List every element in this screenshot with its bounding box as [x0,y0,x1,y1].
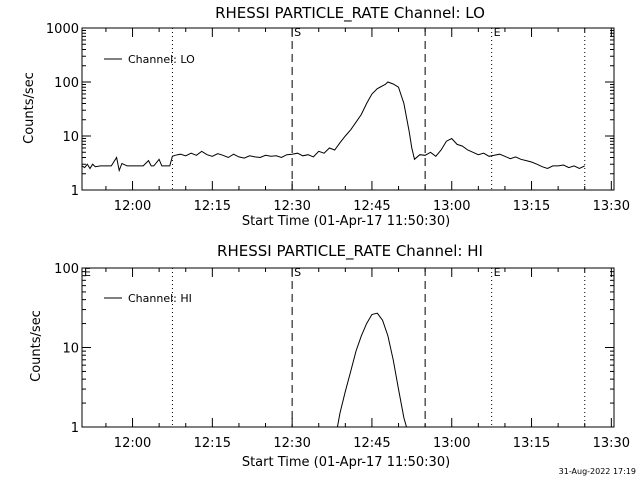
chart-panel-hi: RHESSI PARTICLE_RATE Channel: HI 110100 … [29,242,630,470]
y-tick-label: 100 [54,76,79,91]
marker-letter: E [494,266,501,279]
series-line [336,312,407,428]
x-axis-label: Start Time (01-Apr-17 11:50:30) [242,214,450,229]
marker-letter: S [294,266,301,279]
chart-panel-lo: RHESSI PARTICLE_RATE Channel: LO 1 10 100 1… [22,4,630,229]
x-tick-label: 12:30 [273,199,310,214]
chart-title: RHESSI PARTICLE_RATE Channel: LO [215,4,485,23]
y-axis-label: Counts/sec [22,72,37,144]
legend: Channel: LO [104,53,195,66]
y-axis-label: Counts/sec [29,310,44,382]
x-tick-label: 12:30 [273,436,310,451]
y-tick-label: 100 [54,262,79,277]
x-tick-label: 13:00 [433,436,470,451]
y-tick-label: 1 [71,421,79,436]
x-tick-label: 12:00 [114,199,151,214]
y-tick-label: 10 [62,130,79,145]
x-tick-label: 12:15 [194,199,231,214]
plot-frame [81,27,615,191]
y-tick-label: 1000 [46,22,79,37]
x-tick-label: 12:00 [114,436,151,451]
x-tick-label: 13:30 [593,436,630,451]
legend-label: Channel: LO [128,53,195,66]
y-tick-label: 1 [71,184,79,199]
x-tick-label: 13:15 [513,199,550,214]
y-tick-label: 10 [62,342,79,357]
x-tick-label: 12:45 [353,436,390,451]
plot-timestamp: 31-Aug-2022 17:19 [559,467,636,476]
series-line [81,81,585,173]
x-tick-label: 13:15 [513,436,550,451]
x-tick-label: 13:00 [433,199,470,214]
marker-letter: E [84,266,91,279]
x-axis-label: Start Time (01-Apr-17 11:50:30) [242,455,450,470]
marker-letter: E [494,26,501,39]
x-tick-label: 13:30 [593,199,630,214]
legend-label: Channel: HI [128,292,192,305]
legend: Channel: HI [104,292,192,305]
marker-letter: S [294,26,301,39]
x-tick-label: 12:15 [194,436,231,451]
chart-title: RHESSI PARTICLE_RATE Channel: HI [217,242,483,261]
x-tick-label: 12:45 [353,199,390,214]
